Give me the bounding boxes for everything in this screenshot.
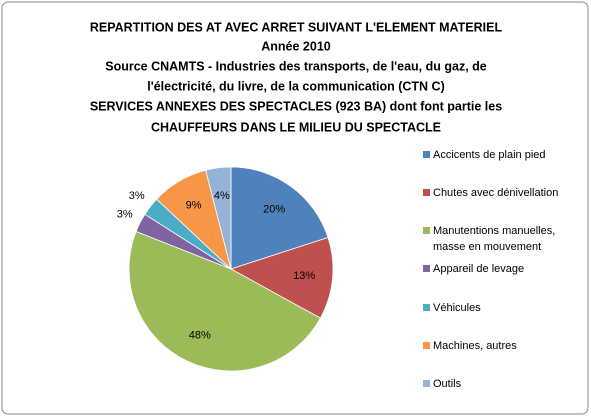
chart-title: CHAUFFEURS DANS LE MILIEU DU SPECTACLE — [151, 120, 441, 134]
data-label: 20% — [263, 203, 285, 215]
pie-slice — [205, 166, 232, 270]
legend-swatch — [423, 265, 430, 272]
data-label: 13% — [293, 270, 315, 282]
data-label: 3% — [129, 190, 145, 202]
legend-swatch — [423, 151, 430, 158]
data-label: 9% — [186, 200, 202, 212]
legend-label: Machines, autres — [433, 340, 517, 352]
data-label: 48% — [189, 329, 211, 341]
legend-label: Chutes avec dénivellation — [433, 187, 559, 199]
legend-swatch — [423, 227, 430, 234]
chart-title: Source CNAMTS - Industries des transport… — [105, 59, 487, 73]
pie-slice — [229, 236, 334, 319]
legend-label: Véhicules — [433, 302, 481, 314]
legend-label: Manutentions manuelles, masse en mouveme… — [433, 225, 556, 253]
legend-label: Appareil de levage — [433, 263, 525, 275]
pie-slice — [128, 230, 321, 372]
data-label: 3% — [117, 209, 133, 221]
legend-swatch — [423, 304, 430, 311]
legend-swatch — [423, 342, 430, 349]
pie-slice — [230, 166, 329, 270]
chart-title: l'électricité, du livre, de la communica… — [147, 79, 444, 93]
chart-title: Année 2010 — [261, 39, 331, 53]
legend-label: Outils — [433, 378, 462, 390]
legend-swatch — [423, 380, 430, 387]
legend-swatch — [423, 189, 430, 196]
chart-title: REPARTITION DES AT AVEC ARRET SUIVANT L'… — [90, 20, 503, 34]
legend-label: Accicents de plain pied — [433, 149, 546, 161]
chart-title: SERVICES ANNEXES DES SPECTACLES (923 BA)… — [90, 99, 502, 113]
data-label: 4% — [214, 190, 230, 202]
